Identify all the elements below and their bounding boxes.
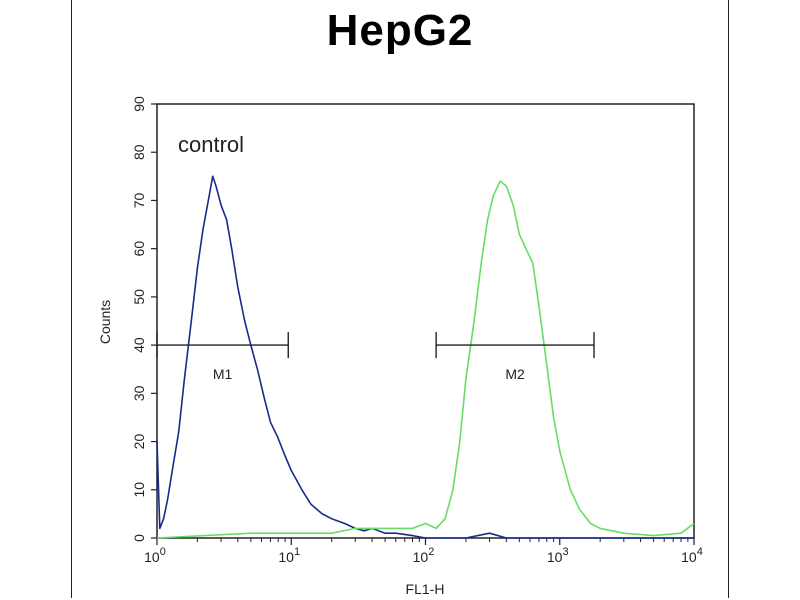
series-line-1 bbox=[156, 180, 695, 539]
y-tick-label-50: 50 bbox=[131, 289, 147, 305]
y-tick-label-30: 30 bbox=[131, 385, 147, 401]
control-annotation: control bbox=[178, 132, 244, 157]
y-tick-label-60: 60 bbox=[131, 241, 147, 257]
x-tick-label-1: 100 bbox=[144, 546, 166, 565]
chart-frame bbox=[71, 0, 729, 598]
y-tick-label-90: 90 bbox=[131, 96, 147, 112]
markers-group: M1 M2 bbox=[156, 332, 595, 382]
y-tick-label-40: 40 bbox=[131, 337, 147, 353]
x-tick-label-10000: 104 bbox=[681, 546, 703, 565]
x-axis-label: FL1-H bbox=[406, 581, 445, 597]
axes: 0 10 20 30 40 50 60 70 80 90 100 101 102 103 104 bbox=[131, 96, 703, 565]
x-tick-label-100: 102 bbox=[413, 546, 435, 565]
y-tick-label-0: 0 bbox=[131, 534, 147, 542]
marker-m1-label: M1 bbox=[213, 366, 233, 382]
y-axis-label: Counts bbox=[97, 300, 113, 344]
chart-title: HepG2 bbox=[326, 6, 474, 55]
series-group bbox=[156, 175, 695, 539]
y-tick-label-80: 80 bbox=[131, 144, 147, 160]
y-tick-label-10: 10 bbox=[131, 482, 147, 498]
y-tick-label-20: 20 bbox=[131, 434, 147, 450]
marker-m2-label: M2 bbox=[505, 366, 525, 382]
x-tick-label-10: 101 bbox=[278, 546, 300, 565]
plot-area-border bbox=[156, 103, 695, 539]
x-tick-label-1000: 103 bbox=[547, 546, 569, 565]
y-tick-label-70: 70 bbox=[131, 192, 147, 208]
series-line-0 bbox=[156, 175, 694, 539]
